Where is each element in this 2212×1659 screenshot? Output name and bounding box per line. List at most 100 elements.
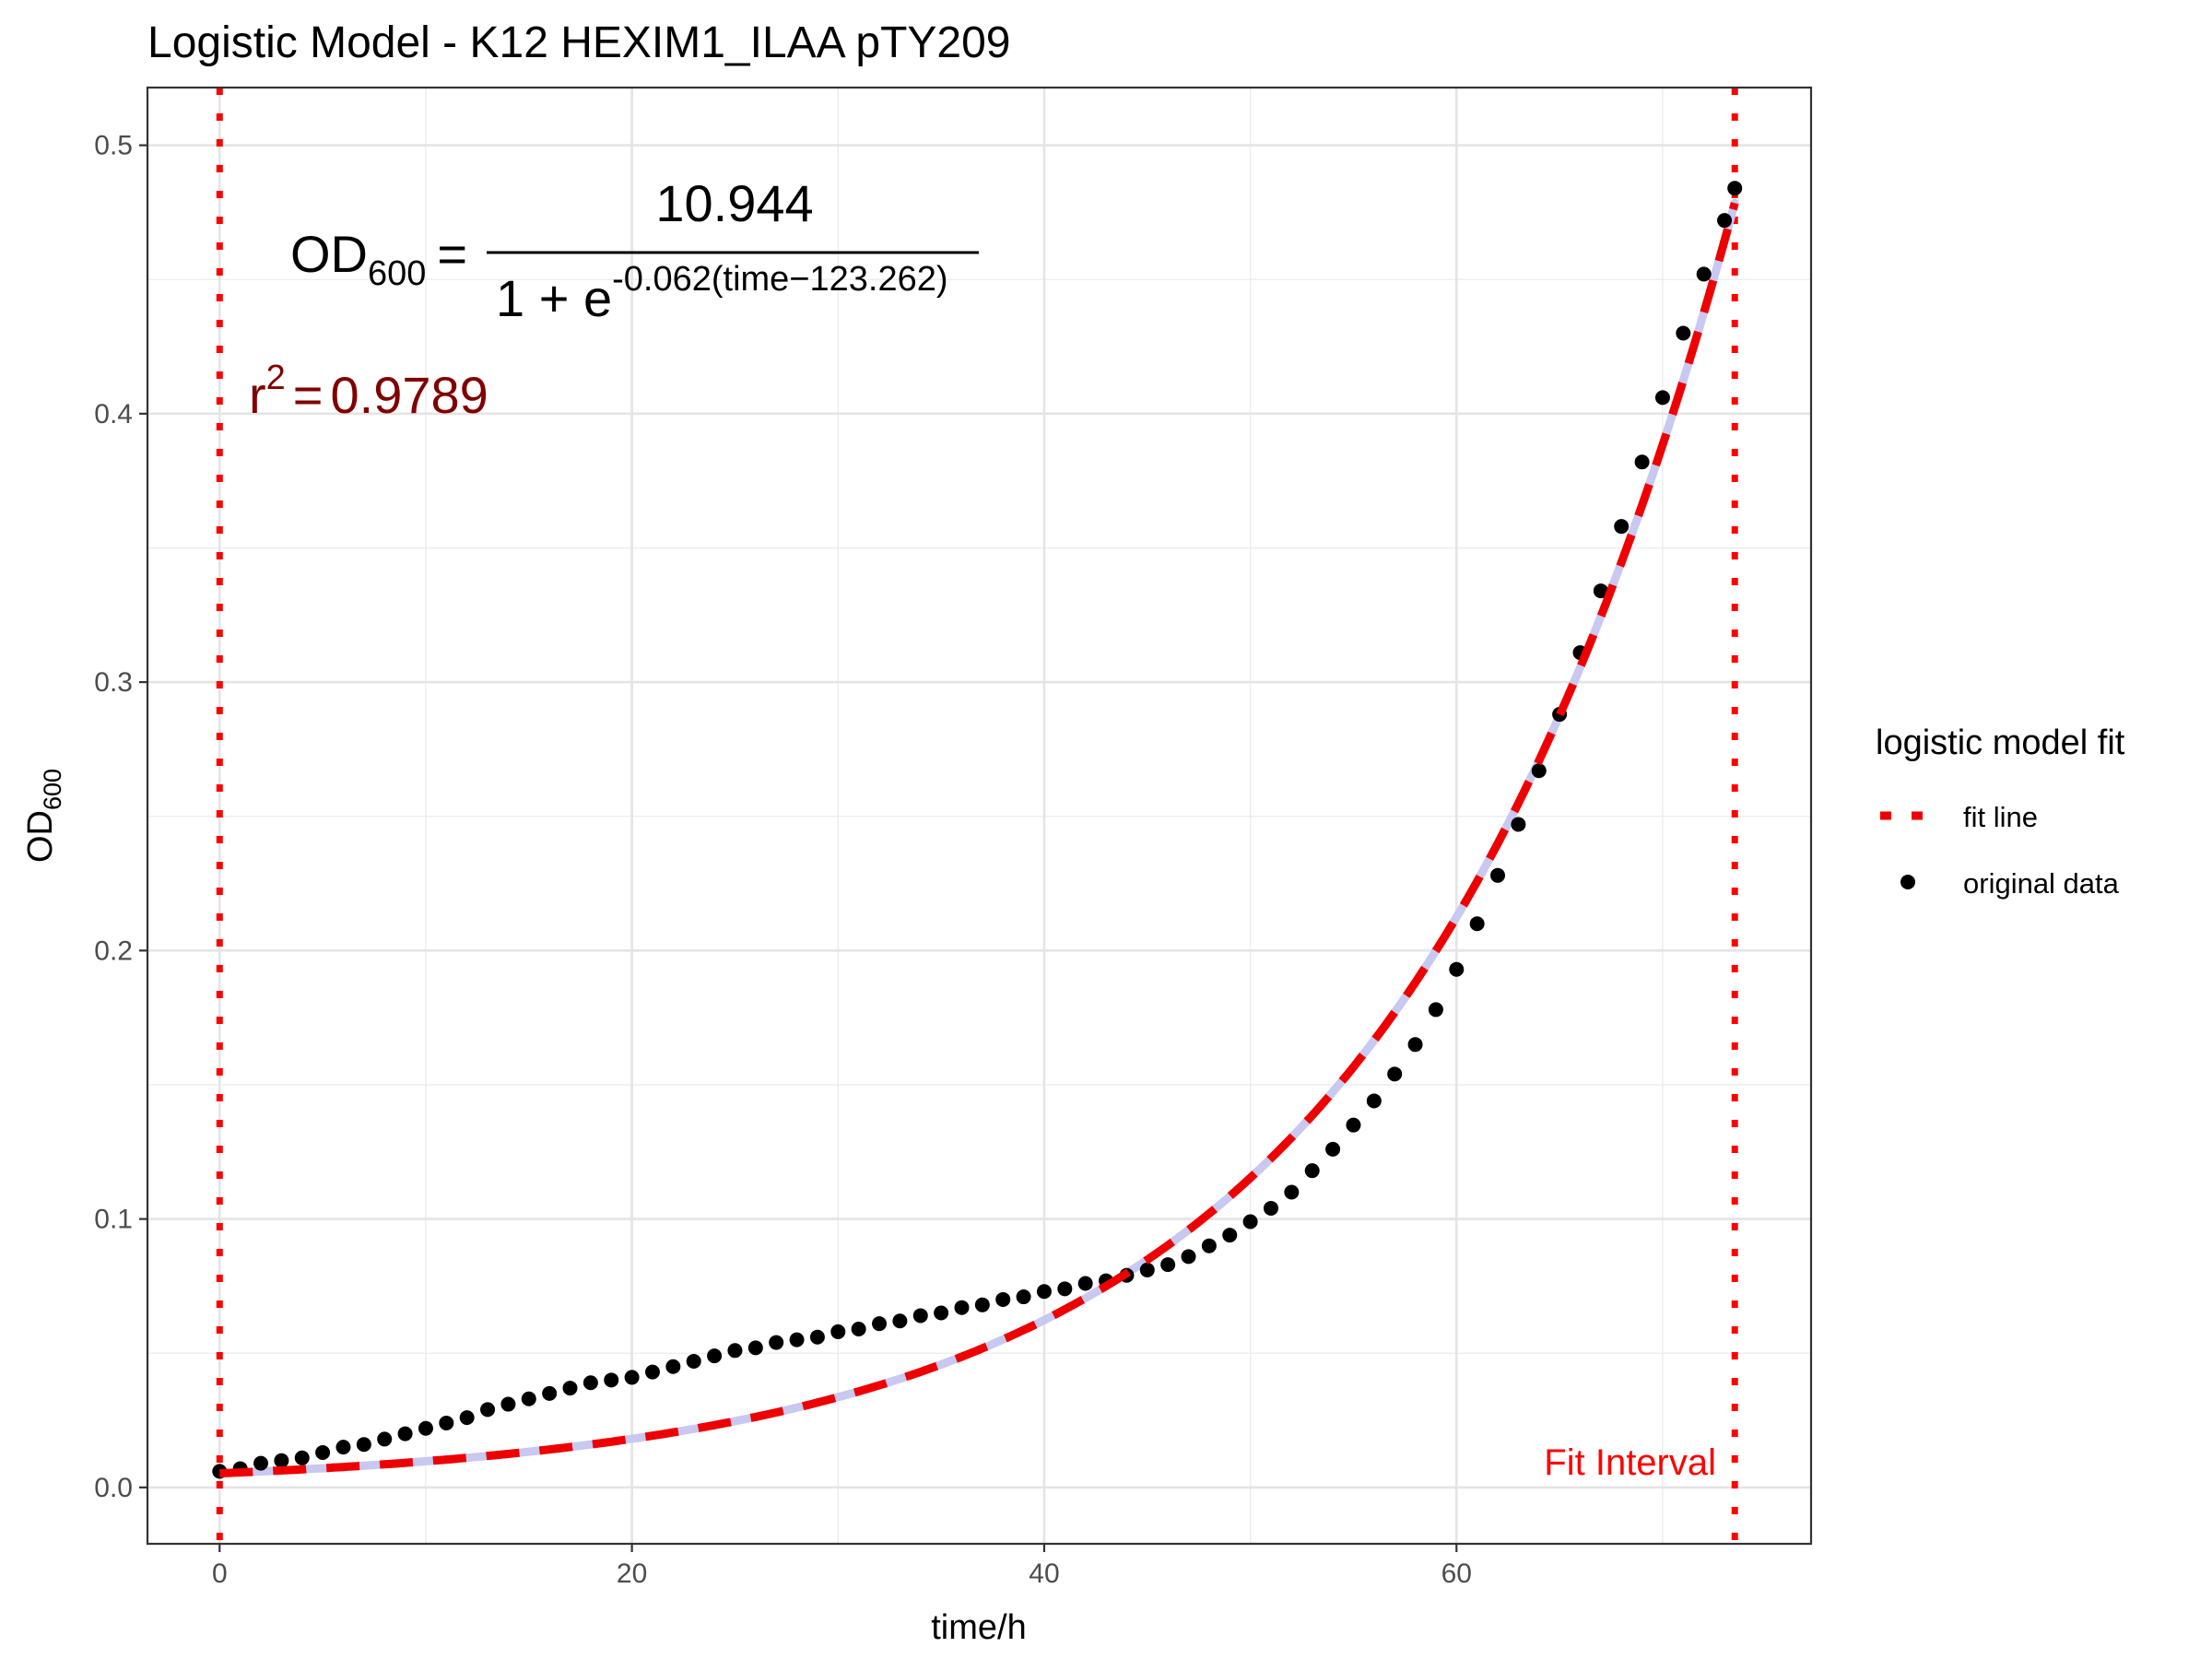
r-squared-value: 0.9789 xyxy=(331,366,488,424)
y-tick-label: 0.1 xyxy=(94,1205,133,1235)
data-point xyxy=(1407,1037,1423,1053)
data-point xyxy=(1387,1066,1403,1082)
r-squared-symbol: r xyxy=(249,366,266,424)
equation-exponent: -0.062(time−123.262) xyxy=(612,260,947,299)
data-point xyxy=(934,1305,949,1321)
data-point xyxy=(397,1426,413,1441)
data-point xyxy=(1511,817,1526,832)
data-point xyxy=(1325,1141,1341,1157)
data-point xyxy=(1449,961,1465,977)
chart-title: Logistic Model - K12 HEXIM1_ILAA pTY209 xyxy=(147,18,1011,67)
legend-label-original-data: original data xyxy=(1963,867,2120,900)
data-point xyxy=(809,1329,825,1345)
equation-lhs-sub: 600 xyxy=(368,254,426,293)
data-point xyxy=(521,1391,536,1406)
r-squared-annotation: r2 = 0.9789 xyxy=(249,359,488,424)
data-point xyxy=(1160,1257,1176,1273)
data-point xyxy=(294,1450,310,1465)
data-point xyxy=(830,1324,846,1339)
data-point xyxy=(769,1335,784,1350)
legend-label-fit-line: fit line xyxy=(1963,801,2038,833)
data-point xyxy=(1676,325,1691,341)
data-point xyxy=(1263,1200,1278,1216)
data-point xyxy=(1139,1262,1155,1277)
y-tick-label: 0.3 xyxy=(94,667,133,698)
data-point xyxy=(1531,763,1547,779)
x-tick-label: 20 xyxy=(617,1559,647,1589)
fit-interval-lines xyxy=(216,88,1738,1544)
y-axis-title-sub: 600 xyxy=(39,769,66,810)
data-point xyxy=(872,1316,888,1332)
data-point xyxy=(582,1375,598,1391)
data-point xyxy=(727,1343,743,1359)
data-point xyxy=(912,1308,928,1324)
plot-border xyxy=(146,86,1813,1546)
data-point xyxy=(1242,1214,1258,1230)
data-point xyxy=(459,1410,475,1426)
data-point xyxy=(1346,1117,1361,1133)
data-point xyxy=(1727,181,1743,196)
data-point xyxy=(315,1444,331,1460)
data-point xyxy=(789,1332,805,1347)
fit-interval-label: Fit Interval xyxy=(1544,1442,1716,1483)
data-point xyxy=(1696,266,1712,282)
data-point xyxy=(1201,1238,1217,1253)
data-point xyxy=(686,1353,701,1369)
fit-line xyxy=(219,202,1739,1478)
data-point xyxy=(377,1431,393,1447)
data-point xyxy=(356,1437,371,1453)
data-point xyxy=(1057,1281,1073,1297)
data-point xyxy=(1366,1093,1382,1109)
data-point xyxy=(1614,519,1630,535)
x-tick-label: 40 xyxy=(1029,1559,1059,1589)
legend-title: logistic model fit xyxy=(1876,724,2125,762)
svg-text:OD600=: OD600 = xyxy=(290,225,467,293)
data-point xyxy=(644,1364,660,1380)
data-point xyxy=(1469,916,1485,932)
data-point xyxy=(974,1297,990,1312)
fit-equation: OD600 = 10.944 1 + e-0.062(time−123.262) xyxy=(290,174,979,327)
y-axis-title-main: OD xyxy=(21,810,60,863)
equation-denominator-base: 1 + e xyxy=(496,269,612,327)
data-point xyxy=(1222,1228,1238,1243)
y-tick-label: 0.5 xyxy=(94,131,133,161)
data-point xyxy=(1428,1002,1443,1018)
data-point xyxy=(665,1359,681,1374)
data-point xyxy=(562,1381,578,1396)
r-squared-equals: = xyxy=(293,366,324,424)
data-point xyxy=(1077,1276,1093,1291)
data-point xyxy=(335,1440,351,1455)
x-tick-label: 0 xyxy=(212,1559,228,1589)
fit-line-path xyxy=(219,202,1739,1478)
equation-numerator: 10.944 xyxy=(655,174,813,232)
y-axis-title: OD600 xyxy=(21,769,66,863)
data-point xyxy=(1717,213,1733,229)
data-point xyxy=(1016,1289,1031,1305)
equation-equals: = xyxy=(437,225,467,283)
legend: logistic model fit fit line original dat… xyxy=(1876,724,2125,900)
data-point xyxy=(1593,583,1608,599)
svg-text:OD600: OD600 xyxy=(21,769,66,863)
svg-text:1 + e-0.062(time−123.262): 1 + e-0.062(time−123.262) xyxy=(496,260,948,327)
data-point xyxy=(418,1420,433,1436)
y-tick-label: 0.0 xyxy=(94,1473,133,1503)
data-point xyxy=(1490,867,1506,883)
data-point xyxy=(954,1300,970,1315)
data-point xyxy=(747,1340,763,1356)
x-tick-label: 60 xyxy=(1441,1559,1472,1589)
axis-ticks: 0 20 40 60 0.0 0.1 0.2 0.3 0.4 0.5 xyxy=(94,131,1472,1589)
data-point xyxy=(274,1453,289,1468)
data-point xyxy=(1654,390,1670,406)
data-point xyxy=(253,1455,269,1471)
data-point xyxy=(500,1396,516,1412)
grid-lines xyxy=(147,88,1811,1544)
x-axis-title: time/h xyxy=(931,1608,1026,1647)
data-point xyxy=(995,1291,1011,1307)
data-point xyxy=(1036,1284,1052,1300)
equation-lhs: OD xyxy=(290,225,368,283)
data-point xyxy=(480,1402,496,1418)
legend-original-data-swatch xyxy=(1900,875,1915,889)
data-point xyxy=(707,1348,723,1364)
data-point xyxy=(542,1385,558,1401)
